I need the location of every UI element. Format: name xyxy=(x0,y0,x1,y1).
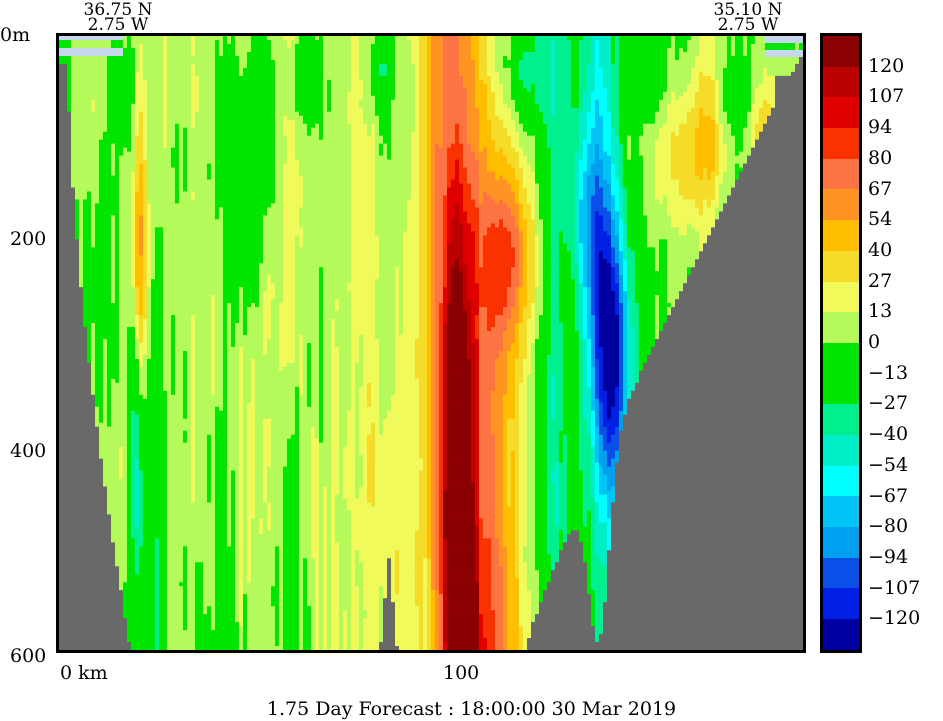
colorbar-tick-67: 67 xyxy=(868,177,893,200)
colorbar-tick-54: 54 xyxy=(868,208,893,231)
contour-field xyxy=(59,36,803,650)
colorbar-tick-107: 107 xyxy=(868,85,905,108)
colorbar-band-15 xyxy=(823,496,859,527)
colorbar-band-13 xyxy=(823,434,859,466)
colorbar-tick-80: 80 xyxy=(868,146,893,169)
colorbar-band-10 xyxy=(823,342,859,374)
colorbar-tick--27: −27 xyxy=(868,392,909,415)
colorbar-band-8 xyxy=(823,281,859,313)
colorbar-tick-27: 27 xyxy=(868,269,893,292)
colorbar-tick-40: 40 xyxy=(868,238,893,261)
colorbar-band-16 xyxy=(823,527,859,558)
colorbar-band-9 xyxy=(823,312,859,343)
colorbar-tick--67: −67 xyxy=(868,484,909,507)
colorbar-tick--80: −80 xyxy=(868,515,909,538)
colorbar-tick-13: 13 xyxy=(868,300,893,323)
colorbar-tick-94: 94 xyxy=(868,116,893,139)
colorbar-band-17 xyxy=(823,557,859,589)
colorbar-tick--94: −94 xyxy=(868,545,909,568)
colorbar-band-4 xyxy=(823,158,859,190)
right-coordinate-lon: 2.75 W xyxy=(717,15,779,35)
colorbar-band-7 xyxy=(823,250,859,282)
colorbar-band-18 xyxy=(823,588,859,620)
y-axis-label-200: 200 xyxy=(10,228,47,250)
y-axis-label-600: 600 xyxy=(10,645,47,667)
colorbar-band-3 xyxy=(823,128,859,159)
colorbar-band-12 xyxy=(823,404,859,435)
colorbar-band-0 xyxy=(823,36,859,67)
colorbar-tick--40: −40 xyxy=(868,423,909,446)
colorbar-band-1 xyxy=(823,66,859,98)
left-coordinate-lon: 2.75 W xyxy=(87,15,149,35)
colorbar-tick--54: −54 xyxy=(868,453,909,476)
colorbar-band-6 xyxy=(823,220,859,251)
colorbar-band-2 xyxy=(823,97,859,129)
colorbar-tick-0: 0 xyxy=(868,331,881,353)
x-axis-label-0: 0 km xyxy=(60,662,108,684)
colorbar-band-11 xyxy=(823,373,859,405)
right-coordinate-lat: 35.10 N xyxy=(713,0,783,20)
left-coordinate-lat: 36.75 N xyxy=(83,0,153,20)
y-axis-label-400: 400 xyxy=(10,440,47,462)
x-axis-label-100: 100 xyxy=(443,662,480,684)
colorbar-tick--13: −13 xyxy=(868,361,909,384)
cross-section-plot[interactable] xyxy=(56,33,806,653)
colorbar[interactable] xyxy=(820,33,862,653)
forecast-caption: 1.75 Day Forecast : 18:00:00 30 Mar 2019 xyxy=(266,698,677,720)
colorbar-tick--120: −120 xyxy=(868,607,921,630)
colorbar-band-14 xyxy=(823,465,859,497)
colorbar-band-19 xyxy=(823,619,859,650)
colorbar-band-5 xyxy=(823,189,859,221)
y-axis-label-0: 0m xyxy=(0,24,31,46)
colorbar-tick--107: −107 xyxy=(868,576,921,599)
colorbar-tick-120: 120 xyxy=(868,54,905,77)
